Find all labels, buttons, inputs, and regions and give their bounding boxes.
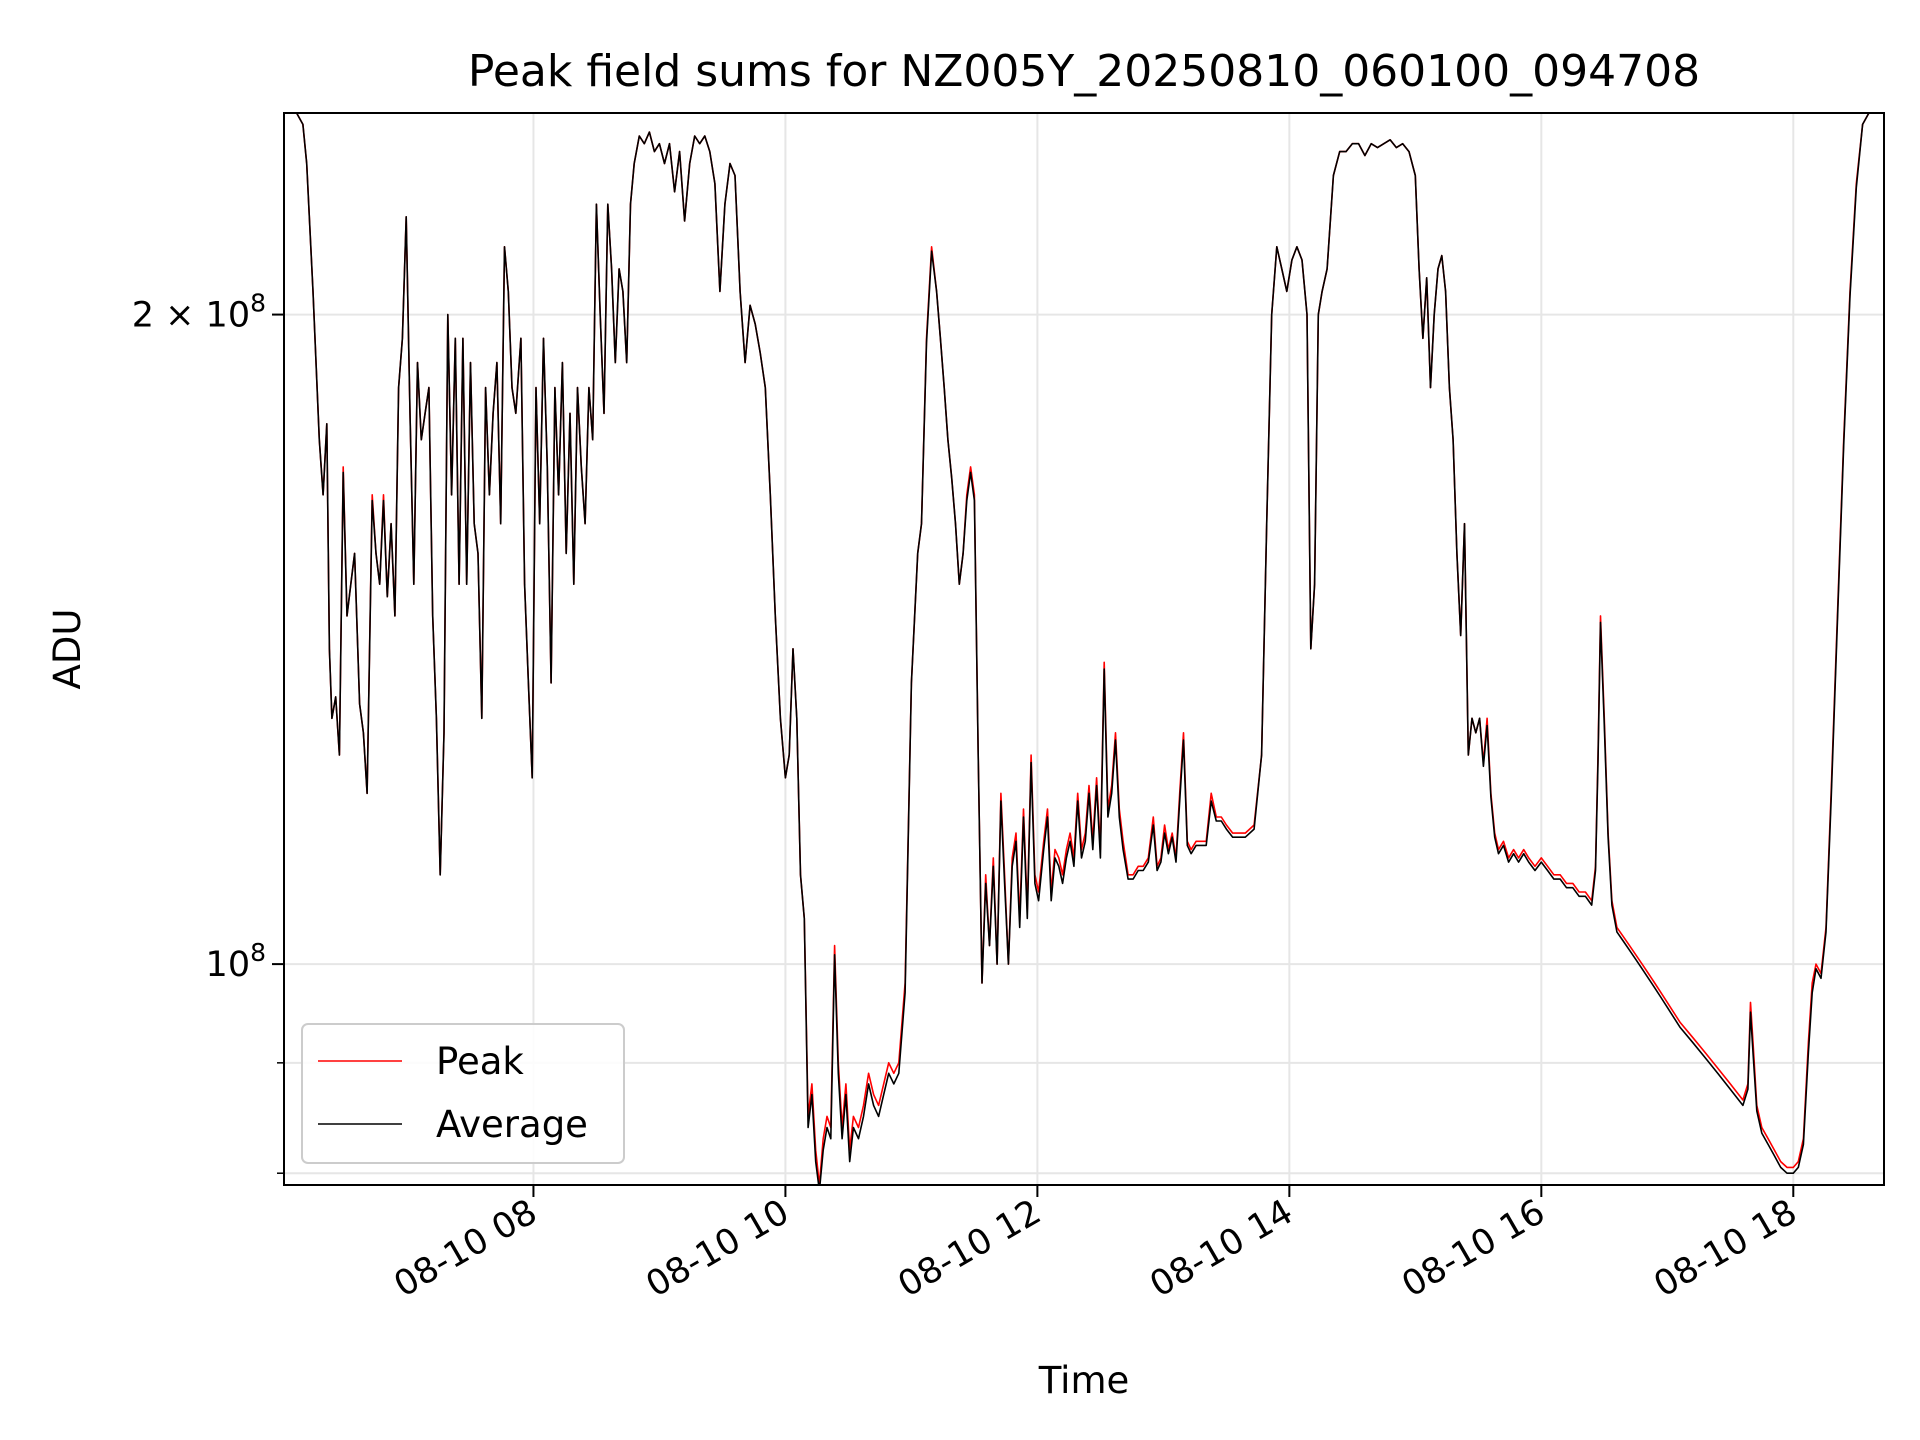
- legend: Peak Average: [301, 1023, 625, 1164]
- series-line-average: [284, 113, 1884, 1185]
- grid: [284, 113, 1884, 1185]
- x-axis-label: Time: [1038, 1359, 1130, 1402]
- legend-label-average: Average: [436, 1103, 588, 1146]
- legend-box: [301, 1023, 625, 1164]
- plot-frame: [283, 112, 1885, 1186]
- y-axis-ticks: 108 2 × 108: [132, 289, 284, 1174]
- y-tick-label-0: 108: [206, 938, 266, 985]
- y-tick-label-1: 2 × 108: [132, 289, 266, 336]
- chart-title: Peak field sums for NZ005Y_20250810_0601…: [468, 46, 1700, 97]
- y-axis-label: ADU: [46, 609, 89, 690]
- series-lines: [284, 113, 1884, 1185]
- legend-label-peak: Peak: [436, 1040, 524, 1083]
